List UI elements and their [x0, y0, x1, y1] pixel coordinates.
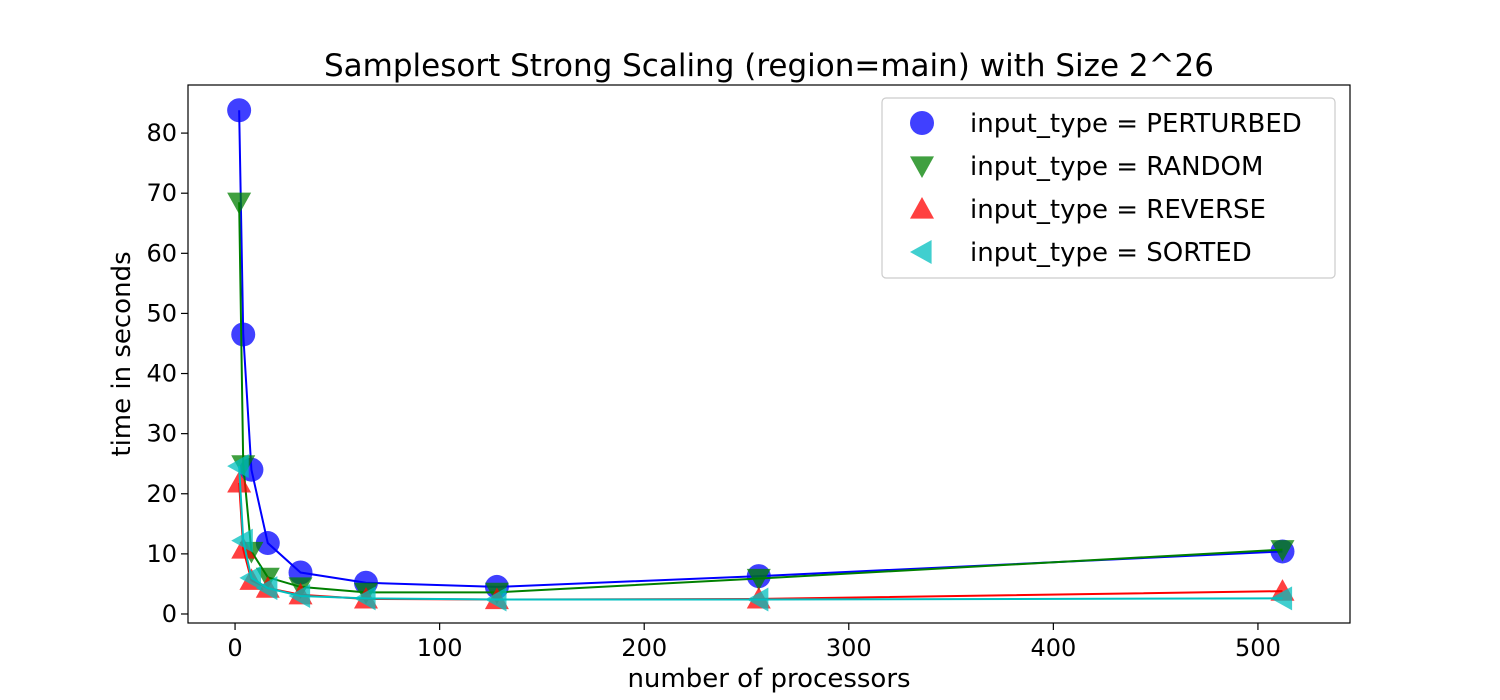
data-point	[227, 98, 252, 123]
legend-marker	[910, 156, 934, 178]
data-point	[746, 587, 769, 612]
legend-label: input_type = RANDOM	[970, 152, 1263, 182]
data-point	[227, 192, 252, 215]
y-tick-label: 0	[162, 600, 177, 628]
series-2	[227, 470, 1295, 610]
y-axis-label: time in seconds	[107, 251, 137, 456]
legend: input_type = PERTURBED input_type = RANDO…	[881, 97, 1336, 279]
chart-title: Samplesort Strong Scaling (region=main) …	[324, 48, 1214, 84]
data-point	[1270, 586, 1293, 611]
data-point	[255, 576, 278, 601]
data-point	[746, 568, 771, 591]
x-tick-label: 200	[621, 634, 667, 662]
y-tick-label: 70	[146, 179, 177, 207]
y-tick-label: 60	[146, 239, 177, 267]
y-tick-label: 40	[146, 360, 177, 388]
legend-marker	[910, 240, 932, 264]
legend-label: input_type = SORTED	[970, 238, 1252, 268]
data-point	[239, 565, 262, 590]
data-point	[1270, 540, 1295, 562]
data-point	[353, 586, 376, 611]
legend-label: input_type = REVERSE	[970, 195, 1266, 225]
legend-frame	[881, 97, 1336, 279]
x-tick-label: 500	[1235, 634, 1281, 662]
legend-marker	[910, 111, 934, 135]
legend-label: input_type = PERTURBED	[970, 109, 1302, 139]
y-tick-label: 30	[146, 420, 177, 448]
x-tick-label: 300	[826, 634, 872, 662]
legend-marker	[910, 197, 934, 219]
y-axis: 0 10 20 30 40 50 60 70 80	[146, 119, 188, 628]
y-tick-label: 10	[146, 540, 177, 568]
data-point	[288, 583, 311, 608]
series-layer	[227, 98, 1295, 612]
x-axis: 0 100 200 300 400 500	[227, 623, 1281, 662]
data-point	[231, 528, 253, 553]
x-tick-label: 0	[227, 634, 242, 662]
data-point	[255, 531, 280, 556]
y-tick-label: 50	[146, 299, 177, 327]
y-tick-label: 80	[146, 119, 177, 147]
data-point	[231, 537, 256, 559]
x-axis-label: number of processors	[627, 664, 910, 694]
series-3	[227, 454, 1293, 612]
data-point	[484, 587, 507, 612]
x-tick-label: 400	[1030, 634, 1076, 662]
data-point	[227, 454, 249, 479]
plot-area	[187, 84, 1351, 624]
data-point	[231, 322, 256, 347]
x-tick-label: 100	[417, 634, 463, 662]
y-tick-label: 20	[146, 480, 177, 508]
